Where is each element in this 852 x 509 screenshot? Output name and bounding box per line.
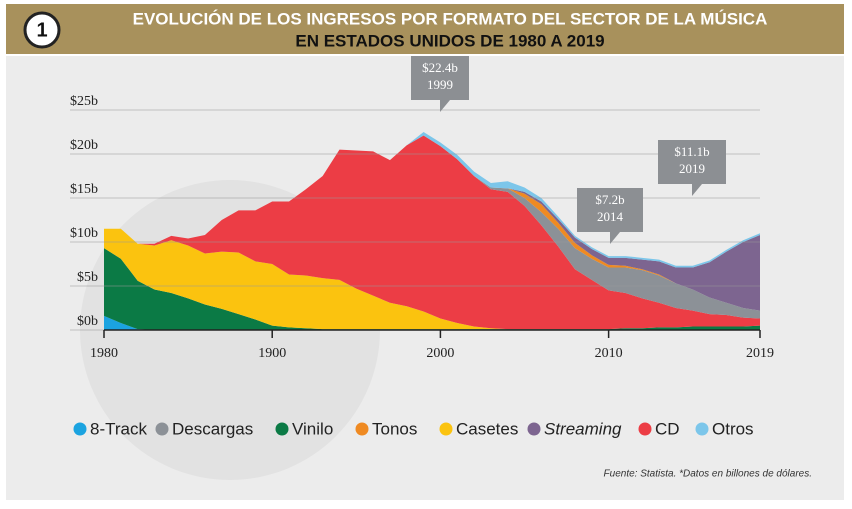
chart-title: EVOLUCIÓN DE LOS INGRESOS POR FORMATO DE…: [133, 9, 768, 28]
legend-label: Vinilo: [292, 419, 333, 438]
chart-subtitle: EN ESTADOS UNIDOS DE 1980 A 2019: [295, 31, 604, 50]
x-tick-label: 1980: [90, 346, 118, 361]
y-tick-label: $20b: [70, 138, 98, 153]
legend-swatch: [73, 422, 87, 436]
y-tick-label: $15b: [70, 182, 98, 197]
y-tick-label: $25b: [70, 94, 98, 109]
legend-label: Streaming: [544, 419, 622, 438]
legend-swatch: [527, 422, 541, 436]
area: [104, 228, 760, 330]
area: [104, 248, 760, 330]
callout: [658, 140, 726, 196]
legend-label: 8-Track: [90, 419, 147, 438]
legend-swatch: [275, 422, 289, 436]
legend-swatch: [439, 422, 453, 436]
annotation-value: $11.1b: [674, 144, 709, 159]
y-tick-label: $5b: [77, 270, 98, 285]
y-tick-label: $0b: [77, 314, 98, 329]
x-tick-label: 1900: [258, 346, 286, 361]
header: [6, 4, 844, 54]
legend-label: Tonos: [372, 419, 417, 438]
badge: [23, 11, 61, 49]
legend-swatch: [355, 422, 369, 436]
legend-swatch: [155, 422, 169, 436]
annotation-year: 2014: [597, 209, 624, 224]
x-tick-label: 2019: [746, 346, 774, 361]
x-tick-label: 2000: [426, 346, 454, 361]
y-tick-label: $10b: [70, 226, 98, 241]
legend-label: Descargas: [172, 419, 253, 438]
legend-swatch: [695, 422, 709, 436]
callout: [411, 56, 469, 112]
area: [104, 135, 760, 330]
legend-label: Casetes: [456, 419, 518, 438]
legend-label: Otros: [712, 419, 754, 438]
annotation-year: 2019: [679, 161, 705, 176]
annotation-value: $7.2b: [595, 192, 624, 207]
x-tick-label: 2010: [595, 346, 623, 361]
area: [104, 135, 760, 319]
badge-number: 1: [36, 19, 47, 41]
callout: [577, 188, 643, 244]
legend-swatch: [638, 422, 652, 436]
annotation-year: 1999: [427, 77, 453, 92]
annotation-value: $22.4b: [422, 60, 458, 75]
legend-label: CD: [655, 419, 680, 438]
source: Fuente: Statista. *Datos en billones de …: [604, 469, 812, 480]
